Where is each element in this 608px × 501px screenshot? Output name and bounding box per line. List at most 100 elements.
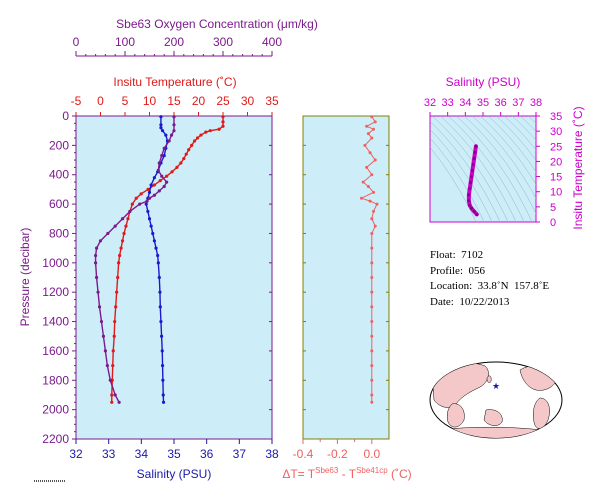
salinity-point — [154, 246, 158, 250]
oxygen-point — [94, 253, 98, 258]
temperature-point — [199, 133, 203, 137]
oxygen-point — [108, 378, 112, 382]
salinity-point — [158, 290, 162, 294]
temperature-point — [122, 231, 126, 236]
density-contour — [430, 128, 493, 222]
delta-point — [372, 190, 376, 194]
salinity-point — [151, 231, 155, 236]
ts-point — [467, 193, 471, 197]
oxygen-point — [128, 209, 132, 214]
salinity-tick-label: 38 — [265, 447, 279, 461]
pressure-tick-label: 2000 — [42, 403, 69, 417]
japan-shape — [486, 375, 492, 383]
ts-salinity-tick-label: 38 — [530, 97, 542, 109]
salinity-tick-label: 34 — [135, 447, 149, 461]
salinity-point — [147, 190, 152, 194]
salinity-point — [157, 275, 161, 280]
temperature-point — [179, 161, 183, 165]
ts-axes: 32 33 34 35 36 37 38 0 5 10 15 20 25 30 35 — [424, 97, 562, 229]
oxygen-point — [169, 133, 174, 137]
oxygen-point — [172, 115, 176, 119]
pressure-tick-label: 1600 — [42, 344, 69, 358]
temperature-point — [126, 217, 130, 221]
delta-point — [370, 231, 374, 235]
oxygen-tick-label: 300 — [213, 35, 233, 49]
profile-axes: 0200400600800100012001400160018002000220… — [42, 35, 282, 461]
temperature-point — [110, 400, 114, 404]
ts-point — [470, 168, 474, 173]
temperature-point — [190, 143, 194, 147]
delta-point — [366, 132, 370, 136]
temperature-point — [184, 152, 188, 156]
salinity-point — [160, 129, 165, 133]
ts-temperature-tick-label: 25 — [550, 141, 562, 153]
salinity-point — [144, 202, 148, 206]
temperature-point — [124, 224, 128, 228]
oxygen-point — [101, 334, 106, 338]
oxygen-point — [145, 199, 149, 203]
ts-temperature-label: Insitu Temperature (˚C) — [571, 106, 585, 229]
ts-point — [468, 187, 472, 191]
pressure-tick-label: 800 — [49, 226, 69, 240]
oxygen-point — [120, 217, 125, 221]
oxygen-tick-label: 100 — [115, 35, 135, 49]
profile-panel: 0200400600800100012001400160018002000220… — [18, 17, 318, 481]
temperature-point — [204, 130, 208, 134]
temperature-tick-label: 20 — [192, 94, 206, 108]
salinity-point — [161, 393, 165, 397]
temperature-point — [158, 179, 162, 183]
ts-temperature-tick-label: 30 — [550, 126, 562, 138]
temperature-tick-label: 5 — [122, 94, 129, 108]
delta-point — [359, 196, 363, 200]
africa-shape — [446, 403, 465, 428]
density-contour — [447, 116, 525, 222]
temperature-tick-label: 10 — [143, 94, 157, 108]
delta-point — [370, 349, 374, 353]
temperature-tick-label: -5 — [71, 94, 82, 108]
delta-point — [368, 151, 372, 155]
oxygen-point — [156, 168, 160, 172]
salinity-point — [149, 224, 153, 228]
delta-point — [370, 276, 374, 279]
delta-point — [372, 209, 376, 213]
ts-point — [469, 181, 473, 185]
pressure-tick-label: 0 — [62, 109, 69, 123]
salinity-point — [160, 363, 165, 368]
delta-point — [370, 261, 374, 265]
delta-tick-label: -0.4 — [293, 447, 314, 461]
ts-point — [468, 203, 472, 207]
delta-point — [365, 124, 369, 128]
temperature-point — [120, 239, 125, 243]
salinity-axis-label: Salinity (PSU) — [137, 467, 212, 481]
density-contour — [503, 116, 536, 151]
salinity-point — [147, 217, 152, 221]
oxygen-point — [157, 189, 161, 193]
delta-point — [370, 136, 374, 140]
salinity-point — [158, 305, 162, 309]
ts-point — [471, 162, 475, 167]
ts-temperature-tick-label: 0 — [550, 217, 556, 229]
salinity-point — [161, 400, 166, 404]
temperature-point — [112, 334, 116, 338]
delta-tick-label: -0.2 — [327, 447, 348, 461]
ts-point — [469, 206, 474, 210]
oxygen-point — [99, 319, 104, 324]
delta-point — [370, 393, 374, 397]
salinity-point — [162, 154, 166, 158]
ts-salinity-tick-label: 33 — [442, 97, 454, 109]
oxygen-point — [94, 275, 99, 280]
delta-point — [370, 173, 374, 177]
float-info: Float: 7102 Profile: 056 Location: 33.8˚… — [430, 248, 549, 310]
oxygen-point — [152, 193, 156, 197]
temperature-point — [119, 246, 123, 250]
density-contour — [430, 120, 501, 222]
density-contour — [519, 116, 536, 132]
oxygen-point — [157, 161, 161, 165]
oxygen-point — [172, 123, 176, 127]
ts-point — [472, 209, 476, 213]
australia-shape — [483, 409, 503, 426]
temperature-point — [118, 253, 122, 258]
delta-point — [370, 246, 374, 250]
oxygen-point — [165, 180, 169, 184]
